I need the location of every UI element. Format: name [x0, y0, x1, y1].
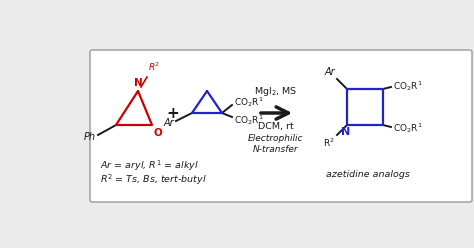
- Text: N: N: [341, 127, 351, 137]
- Text: CO$_2$R$^1$: CO$_2$R$^1$: [393, 121, 422, 135]
- Text: CO$_2$R$^1$: CO$_2$R$^1$: [234, 95, 264, 109]
- Text: N-transfer: N-transfer: [253, 145, 299, 154]
- Text: Ar: Ar: [164, 118, 174, 128]
- Text: O: O: [154, 128, 163, 138]
- FancyBboxPatch shape: [90, 50, 472, 202]
- Text: CO$_2$R$^1$: CO$_2$R$^1$: [234, 113, 264, 127]
- Text: Electrophilic: Electrophilic: [248, 134, 304, 143]
- Text: $R^2$ = $Ts$, $Bs$, tert-butyl: $R^2$ = $Ts$, $Bs$, tert-butyl: [100, 172, 207, 186]
- Text: MgI$_2$, MS: MgI$_2$, MS: [255, 85, 298, 98]
- Text: $Ar$ = aryl, $R^1$ = alkyl: $Ar$ = aryl, $R^1$ = alkyl: [100, 158, 199, 173]
- Text: N: N: [134, 78, 142, 88]
- Text: Ph: Ph: [84, 132, 96, 142]
- Text: azetidine analogs: azetidine analogs: [326, 170, 410, 179]
- Text: +: +: [167, 105, 179, 121]
- Text: $R^2$: $R^2$: [148, 61, 160, 73]
- Text: DCM, rt: DCM, rt: [258, 122, 294, 131]
- Text: CO$_2$R$^1$: CO$_2$R$^1$: [393, 79, 422, 93]
- Text: R$^2$: R$^2$: [323, 137, 335, 149]
- Text: Ar: Ar: [324, 67, 335, 77]
